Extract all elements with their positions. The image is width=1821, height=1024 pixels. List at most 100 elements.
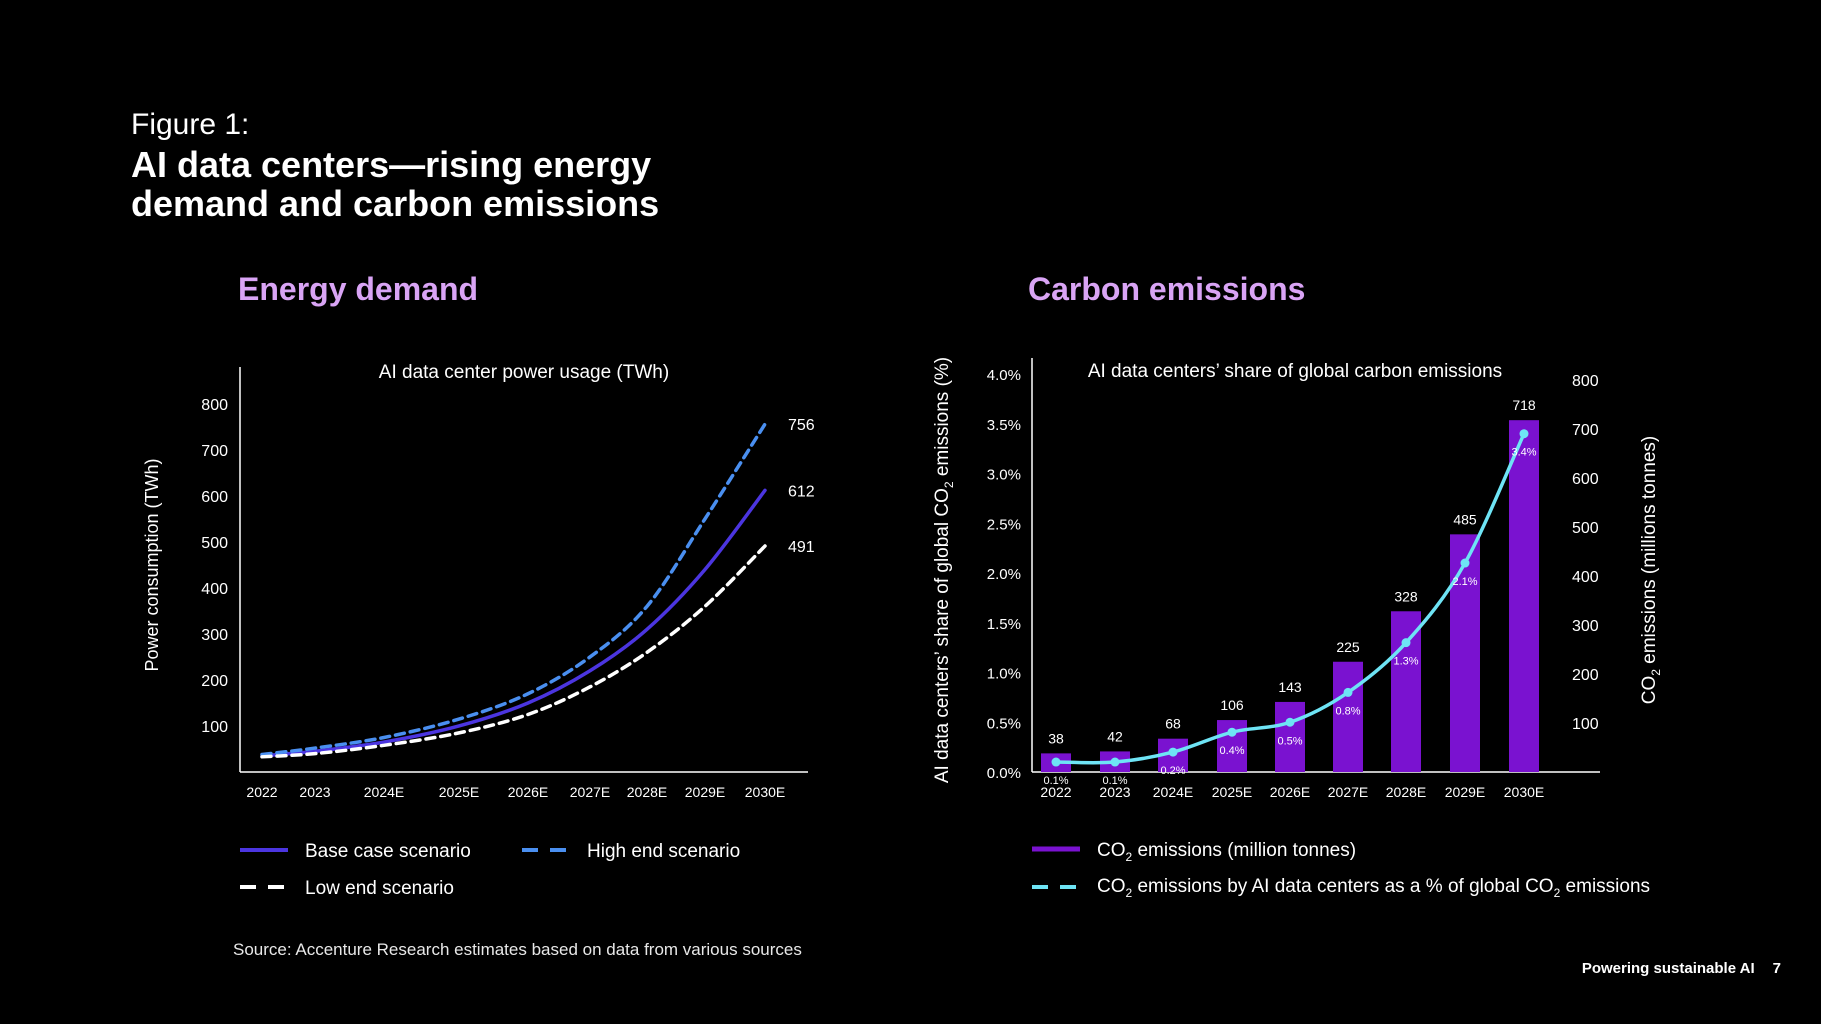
carbon-bar-label: 485 [1453,511,1477,527]
carbon-y-tick-left: 2.5% [987,516,1021,533]
energy-y-tick: 400 [201,581,228,598]
carbon-share-point [1401,638,1411,648]
page-number: 7 [1772,960,1781,977]
energy-y-tick: 100 [201,719,228,736]
carbon-y-tick-left: 3.0% [987,467,1021,484]
legend-text: emissions (million tonnes) [1132,840,1356,861]
carbon-y-tick-left: 0.5% [987,715,1021,732]
carbon-share-point [1227,727,1237,737]
carbon-y-axis-label-suffix: emissions (%) [932,357,953,482]
carbon-x-tick: 2023 [1099,784,1130,800]
carbon-panel-title: Carbon emissions [1028,271,1306,307]
carbon-y-axis-label: AI data centers’ share of global CO2 emi… [932,357,956,783]
energy-series-line-2 [260,544,767,759]
carbon-y-tick-right: 200 [1572,667,1599,684]
energy-legend-label: High end scenario [587,841,740,862]
legend-text: emissions by AI data centers as a % of g… [1132,876,1553,897]
energy-legend-label: Low end scenario [305,878,454,899]
energy-y-tick: 200 [201,673,228,690]
carbon-chart-title: AI data centers’ share of global carbon … [1088,361,1502,382]
figure-label: Figure 1: [131,108,250,141]
carbon-y2-axis-label-sub: 2 [1649,669,1663,676]
energy-end-label: 756 [788,417,815,434]
energy-series-line-1 [260,422,767,757]
carbon-y-tick-right: 300 [1572,618,1599,635]
energy-y-tick: 500 [201,535,228,552]
carbon-legend-label-bar: CO2 emissions (million tonnes) [1097,840,1356,864]
carbon-legend-label-line: CO 2 emissions by AI data centers as a % … [1097,876,1650,900]
carbon-bar-label: 143 [1278,679,1302,695]
carbon-bar-label: 38 [1048,730,1064,746]
carbon-bar-label: 68 [1165,716,1181,732]
carbon-share-point [1168,747,1178,757]
energy-end-label: 612 [788,483,815,500]
energy-legend-label: Base case scenario [305,841,471,862]
carbon-y-tick-right: 600 [1572,471,1599,488]
legend-text: CO [1097,840,1126,861]
legend-sub: 2 [1126,850,1133,864]
carbon-y-tick-left: 1.0% [987,666,1021,683]
energy-series-line-0 [260,488,767,758]
carbon-x-tick: 2029E [1445,784,1485,800]
carbon-y2-axis-label-main: CO [1639,676,1660,705]
energy-x-tick: 2028E [627,784,667,800]
energy-end-label: 491 [788,539,815,556]
carbon-share-label: 0.1% [1043,775,1068,787]
carbon-share-label: 0.2% [1160,765,1185,777]
carbon-y-tick-right: 100 [1572,716,1599,733]
carbon-bar [1509,420,1539,772]
carbon-x-tick: 2025E [1212,784,1252,800]
energy-chart-title: AI data center power usage (TWh) [379,362,669,383]
energy-x-tick: 2024E [364,784,404,800]
carbon-x-tick: 2028E [1386,784,1426,800]
carbon-y-tick-left: 1.5% [987,616,1021,633]
energy-y-axis-label: Power consumption (TWh) [142,458,162,671]
legend-text: CO [1097,876,1126,897]
carbon-share-label: 0.4% [1219,745,1244,757]
carbon-bar [1450,534,1480,772]
carbon-share-label: 0.1% [1102,775,1127,787]
carbon-y-tick-left: 3.5% [987,417,1021,434]
carbon-share-point [1285,717,1295,727]
footer-text: Powering sustainable AI [1581,960,1755,977]
carbon-y-tick-right: 500 [1572,520,1599,537]
energy-panel-title: Energy demand [238,271,479,307]
carbon-y2-axis-label-suffix: emissions (millions tonnes) [1639,436,1660,669]
carbon-y-tick-left: 4.0% [987,367,1021,384]
carbon-share-label: 2.1% [1452,576,1477,588]
carbon-y-tick-left: 2.0% [987,566,1021,583]
footer: Powering sustainable AI 7 [1564,960,1781,977]
source-note: Source: Accenture Research estimates bas… [233,940,802,959]
carbon-y-axis-label-main: AI data centers’ share of global CO [932,488,953,783]
carbon-bar-label: 42 [1107,728,1123,744]
carbon-share-label: 3.4% [1511,447,1536,459]
carbon-x-tick: 2026E [1270,784,1310,800]
energy-y-tick: 600 [201,489,228,506]
energy-x-tick: 2022 [246,784,277,800]
carbon-y-tick-right: 700 [1572,422,1599,439]
carbon-x-tick: 2024E [1153,784,1193,800]
carbon-share-label: 0.8% [1335,705,1360,717]
carbon-bar [1391,611,1421,772]
carbon-share-point [1519,429,1529,439]
legend-text: emissions [1560,876,1650,897]
energy-x-tick: 2026E [508,784,548,800]
energy-x-tick: 2029E [685,784,725,800]
carbon-x-tick: 2022 [1040,784,1071,800]
figure-title: AI data centers—rising energy demand and… [131,144,660,224]
carbon-y-tick-right: 800 [1572,373,1599,390]
legend-sub: 2 [1554,886,1561,900]
carbon-bar-label: 225 [1336,639,1360,655]
carbon-bar-label: 718 [1512,397,1536,413]
carbon-x-tick: 2030E [1504,784,1544,800]
carbon-bar [1333,661,1363,772]
carbon-bar-label: 328 [1394,588,1418,604]
carbon-share-point [1110,757,1120,767]
carbon-share-point [1051,757,1061,767]
energy-y-tick: 700 [201,443,228,460]
energy-x-tick: 2023 [299,784,330,800]
carbon-y-tick-right: 400 [1572,569,1599,586]
energy-y-tick: 800 [201,397,228,414]
energy-y-tick: 300 [201,627,228,644]
